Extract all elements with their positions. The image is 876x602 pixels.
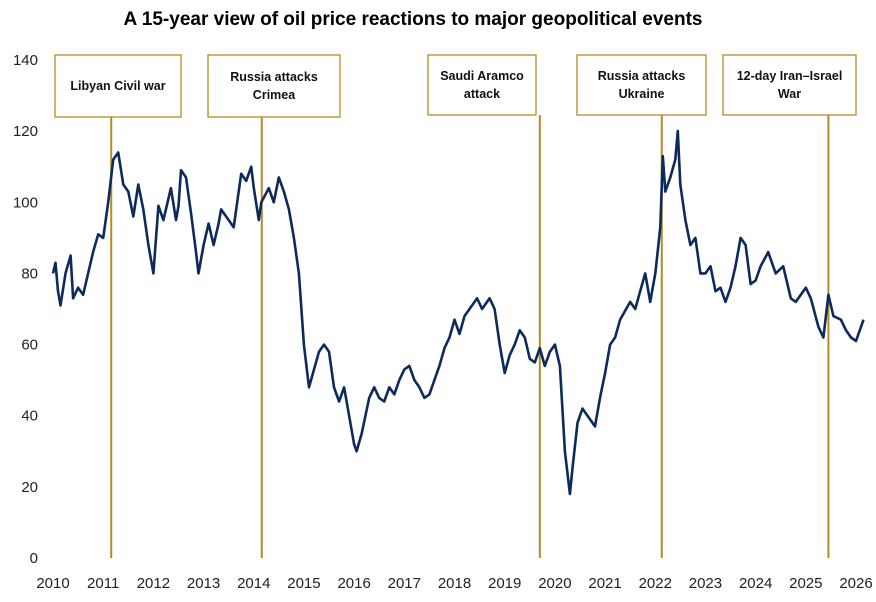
event-annotation: Libyan Civil war xyxy=(54,54,182,558)
event-label-text: War xyxy=(778,87,801,101)
event-annotation: Russia attacks Ukraine xyxy=(576,54,707,558)
event-label-box xyxy=(54,54,182,118)
event-annotation: Russia attacks Crimea xyxy=(207,54,341,558)
x-tick-label: 2017 xyxy=(388,575,421,592)
x-tick-label: 2013 xyxy=(187,575,220,592)
event-label-box xyxy=(722,54,857,116)
y-tick-label: 100 xyxy=(13,194,38,211)
event-label-box xyxy=(207,54,341,118)
event-annotations: Libyan Civil war Russia attacks Crimea Saud… xyxy=(54,54,857,558)
x-tick-label: 2010 xyxy=(36,575,69,592)
x-tick-label: 2012 xyxy=(137,575,170,592)
chart-title: A 15-year view of oil price reactions to… xyxy=(124,9,703,30)
x-tick-label: 2016 xyxy=(337,575,370,592)
event-label-text: attack xyxy=(464,87,500,101)
x-tick-label: 2023 xyxy=(689,575,722,592)
x-tick-label: 2025 xyxy=(789,575,822,592)
event-label-box xyxy=(576,54,707,116)
event-label-text: Saudi Aramco xyxy=(440,69,524,83)
y-tick-label: 60 xyxy=(21,337,38,354)
event-annotation: 12-day Iran–Israel War xyxy=(722,54,857,558)
x-tick-label: 2011 xyxy=(87,575,119,592)
y-axis: 0 20 40 60 80 100 120 140 xyxy=(13,52,38,567)
x-tick-label: 2021 xyxy=(588,575,621,592)
x-tick-label: 2019 xyxy=(488,575,521,592)
y-tick-label: 0 xyxy=(30,550,38,567)
event-label-text: Crimea xyxy=(253,88,296,102)
x-tick-label: 2024 xyxy=(739,575,772,592)
x-axis: 2010 2011 2012 2013 2014 2015 2016 2017 2018 2019… xyxy=(36,575,872,592)
event-label-text: Russia attacks xyxy=(598,69,686,83)
event-label-text: Libyan Civil war xyxy=(70,79,165,93)
series-line-oil-price xyxy=(51,129,865,496)
event-label-box xyxy=(427,54,537,116)
x-tick-label: 2026 xyxy=(839,575,872,592)
x-tick-label: 2022 xyxy=(639,575,672,592)
y-tick-label: 40 xyxy=(21,408,38,425)
y-tick-label: 20 xyxy=(21,479,38,496)
x-tick-label: 2015 xyxy=(287,575,320,592)
x-tick-label: 2018 xyxy=(438,575,471,592)
event-label-text: Russia attacks xyxy=(230,70,318,84)
event-label-text: 12-day Iran–Israel xyxy=(737,69,843,83)
y-tick-label: 120 xyxy=(13,123,38,140)
event-annotation: Saudi Aramco attack xyxy=(427,54,541,558)
y-tick-label: 140 xyxy=(13,52,38,69)
y-tick-label: 80 xyxy=(21,265,38,282)
x-tick-label: 2020 xyxy=(538,575,571,592)
event-label-text: Ukraine xyxy=(619,87,665,101)
x-tick-label: 2014 xyxy=(237,575,270,592)
